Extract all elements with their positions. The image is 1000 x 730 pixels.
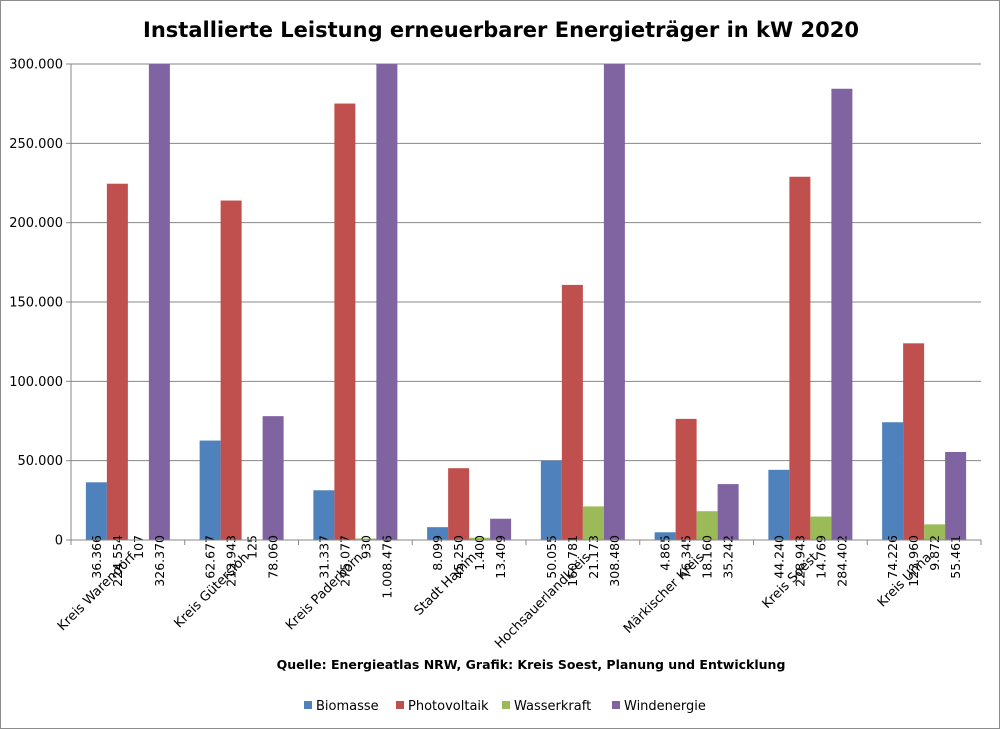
bar-biomasse xyxy=(654,532,676,540)
data-label: 107 xyxy=(131,535,146,559)
bars xyxy=(85,64,967,541)
y-tick-label: 200.000 xyxy=(9,216,63,231)
bar-windenergie xyxy=(148,64,170,540)
legend: Biomasse Photovoltaik Wasserkraft Windenerg… xyxy=(304,699,706,714)
data-label: 8.099 xyxy=(430,535,445,571)
legend-swatch xyxy=(304,701,312,709)
data-label: 930 xyxy=(358,535,373,559)
bar-photovoltaik xyxy=(561,284,583,540)
bar-biomasse xyxy=(768,469,790,540)
bar-windenergie xyxy=(262,416,284,540)
data-label: 45.250 xyxy=(451,535,466,579)
data-label: 213.943 xyxy=(224,535,239,587)
bar-biomasse xyxy=(882,422,904,540)
legend-item: Wasserkraft xyxy=(502,699,591,714)
y-tick-label: 100.000 xyxy=(9,375,63,390)
data-label: 228.943 xyxy=(792,535,807,587)
bar-photovoltaik xyxy=(448,468,470,540)
y-tick-label: 0 xyxy=(55,534,63,549)
data-label: 284.402 xyxy=(834,535,849,587)
data-label: 74.226 xyxy=(885,535,900,579)
data-label: 275.077 xyxy=(337,535,352,587)
data-label: 9.872 xyxy=(927,535,942,571)
data-label: 123.960 xyxy=(906,535,921,587)
bar-biomasse xyxy=(313,490,335,540)
source-note: Quelle: Energieatlas NRW, Grafik: Kreis … xyxy=(277,657,786,672)
data-label: 21.173 xyxy=(586,535,601,579)
chart-title: Installierte Leistung erneuerbarer Energ… xyxy=(143,18,859,42)
bar-photovoltaik xyxy=(789,176,811,540)
legend-swatch xyxy=(396,701,404,709)
legend-label: Wasserkraft xyxy=(514,699,591,714)
y-tick-label: 150.000 xyxy=(9,296,63,311)
data-label: 160.781 xyxy=(565,535,580,587)
bar-biomasse xyxy=(540,460,562,540)
data-label: 1.400 xyxy=(472,535,487,571)
legend-item: Windenergie xyxy=(612,699,706,714)
legend-swatch xyxy=(612,701,620,709)
bar-photovoltaik xyxy=(106,183,128,541)
data-label: 125 xyxy=(245,535,260,559)
data-label: 35.242 xyxy=(721,535,736,579)
data-label: 18.160 xyxy=(700,535,715,579)
bar-photovoltaik xyxy=(675,418,697,540)
data-label: 44.240 xyxy=(771,535,786,579)
data-label: 308.480 xyxy=(607,535,622,587)
bar-wasserkraft xyxy=(355,538,377,540)
bar-windenergie xyxy=(376,64,398,540)
legend-label: Windenergie xyxy=(624,699,706,714)
data-label: 224.554 xyxy=(110,535,125,587)
bar-wasserkraft xyxy=(924,524,946,540)
bar-biomasse xyxy=(199,440,221,540)
bar-wasserkraft xyxy=(582,506,604,540)
data-label: 31.337 xyxy=(316,535,331,579)
bar-windenergie xyxy=(490,518,512,540)
bar-photovoltaik xyxy=(220,200,242,541)
y-axis-ticks: 0 50.000 100.000 150.000 200.000 250.000 300.0… xyxy=(9,58,71,549)
data-label: 36.366 xyxy=(89,535,104,579)
data-label: 55.461 xyxy=(948,535,963,579)
data-label: 13.409 xyxy=(493,535,508,579)
data-label: 78.060 xyxy=(266,535,281,579)
bar-windenergie xyxy=(945,452,967,540)
bar-biomasse xyxy=(427,527,449,540)
legend-label: Photovoltaik xyxy=(408,699,489,714)
x-tick-label: Kreis Unna xyxy=(875,550,935,610)
bar-photovoltaik xyxy=(903,343,925,540)
legend-swatch xyxy=(502,701,510,709)
data-label: 14.769 xyxy=(813,535,828,579)
bar-photovoltaik xyxy=(334,103,356,540)
bar-windenergie xyxy=(603,64,625,540)
bar-windenergie xyxy=(831,88,853,540)
bar-biomasse xyxy=(85,482,107,540)
x-tick-label: Stadt Hamm xyxy=(411,550,480,619)
y-tick-label: 50.000 xyxy=(18,454,64,469)
data-label: 1.008.476 xyxy=(379,535,394,599)
bar-wasserkraft xyxy=(810,516,832,540)
bar-windenergie xyxy=(717,484,739,540)
bar-wasserkraft xyxy=(469,537,491,540)
data-label: 50.055 xyxy=(544,535,559,579)
bar-wasserkraft xyxy=(696,511,718,540)
data-label: 62.677 xyxy=(203,535,218,579)
data-label: 4.865 xyxy=(658,535,673,571)
legend-item: Biomasse xyxy=(304,699,379,714)
y-tick-label: 300.000 xyxy=(9,58,63,73)
legend-item: Photovoltaik xyxy=(396,699,489,714)
data-label: 76.345 xyxy=(679,535,694,579)
data-labels: 36.366 224.554 107 326.370 62.677 213.943 125 7… xyxy=(89,535,963,599)
y-tick-label: 250.000 xyxy=(9,137,63,152)
legend-label: Biomasse xyxy=(316,699,379,714)
data-label: 326.370 xyxy=(152,535,167,587)
x-tick-label: Kreis Soest xyxy=(760,550,822,612)
